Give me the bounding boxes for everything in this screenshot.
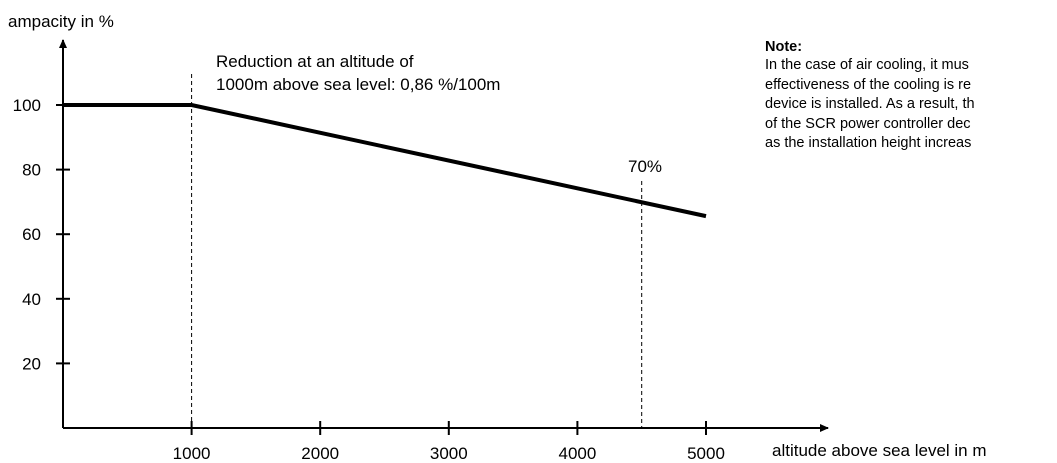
- y-tick-label: 80: [22, 161, 41, 180]
- note-line: device is installed. As a result, th: [765, 96, 975, 112]
- note-line: In the case of air cooling, it mus: [765, 57, 969, 73]
- reduction-annotation-line2: 1000m above sea level: 0,86 %/100m: [216, 75, 500, 94]
- y-tick-label: 100: [13, 96, 41, 115]
- x-tick-label: 1000: [173, 444, 211, 463]
- x-axis-label: altitude above sea level in m: [772, 441, 987, 460]
- note-title: Note:: [765, 39, 803, 55]
- y-tick-label: 40: [22, 290, 41, 309]
- y-ticks: 20 40 60 80 100: [13, 96, 70, 373]
- y-tick-label: 20: [22, 354, 41, 373]
- y-axis-label: ampacity in %: [8, 12, 114, 31]
- x-tick-label: 3000: [430, 444, 468, 463]
- y-tick-label: 60: [22, 225, 41, 244]
- reference-lines: [191, 74, 643, 428]
- reduction-annotation-line1: Reduction at an altitude of: [216, 52, 414, 71]
- x-tick-label: 4000: [558, 444, 596, 463]
- note-line: of the SCR power controller dec: [765, 115, 971, 132]
- note-line: as the installation height increas: [765, 135, 972, 151]
- x-tick-label: 2000: [301, 444, 339, 463]
- x-ticks: 1000 2000 3000 4000 5000: [173, 421, 725, 463]
- seventy-percent-label: 70%: [628, 157, 662, 176]
- note-line: effectiveness of the cooling is re: [765, 76, 972, 93]
- note-box: Note: In the case of air cooling, it mus…: [765, 38, 1057, 154]
- series-line: [63, 103, 707, 219]
- x-tick-label: 5000: [687, 444, 725, 463]
